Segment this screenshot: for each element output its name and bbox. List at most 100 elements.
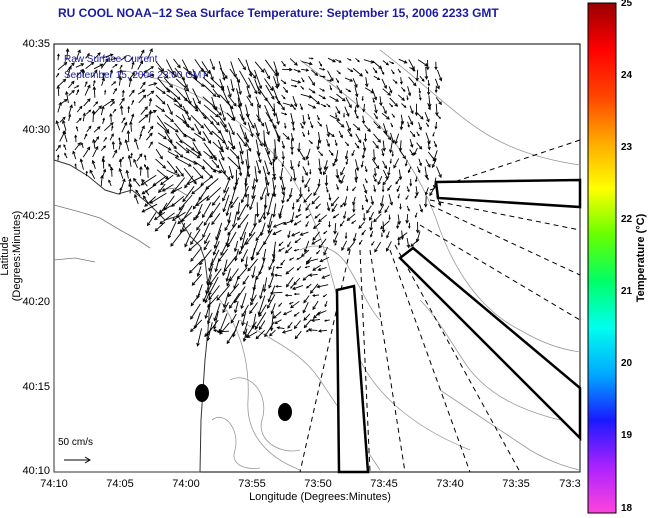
current-vector [370, 230, 374, 237]
current-vector [336, 93, 346, 102]
current-vector-head [88, 125, 92, 129]
current-vector-head [352, 201, 356, 206]
current-vector [318, 214, 328, 223]
current-vector [220, 169, 231, 180]
current-vector-head [216, 297, 220, 301]
current-vector [306, 148, 311, 160]
current-vector [89, 170, 96, 180]
current-vector-head [305, 224, 308, 228]
current-vector [409, 138, 413, 148]
x-tick: 73:35 [502, 478, 530, 490]
current-vector-head [142, 81, 146, 86]
current-vector [311, 69, 318, 76]
current-vector [226, 329, 237, 344]
current-vector-head [346, 143, 350, 147]
current-vector-head [296, 257, 299, 260]
current-vector [164, 130, 173, 143]
current-vector [275, 112, 279, 125]
current-vector-head [407, 170, 411, 174]
current-vector [427, 102, 431, 110]
current-vector [155, 105, 165, 112]
current-vector-head [364, 169, 368, 173]
current-vector [327, 57, 336, 63]
current-vector-head [73, 100, 76, 104]
current-vector [419, 75, 425, 82]
current-vector-head [211, 66, 216, 71]
current-vector-head [391, 154, 394, 157]
current-vector-head [300, 253, 305, 258]
x-axis-label: Longitude (Degrees:Minutes) [249, 491, 391, 503]
current-vector-head [88, 109, 92, 113]
current-vector-head [383, 85, 387, 90]
current-vector-head [144, 106, 148, 110]
current-vector-head [385, 247, 390, 252]
current-vector [68, 114, 71, 122]
current-vector-head [357, 139, 362, 144]
current-vector [355, 159, 359, 171]
current-vector-head [286, 199, 290, 203]
current-vector [373, 213, 382, 223]
current-vector [318, 267, 327, 271]
current-vector-head [178, 103, 183, 108]
current-vector-head [193, 180, 197, 185]
current-vector-head [232, 116, 236, 121]
current-vector [382, 88, 391, 96]
current-vector [76, 106, 83, 113]
current-vector [190, 303, 201, 320]
current-vector-head [79, 105, 83, 109]
current-vector-head [278, 215, 282, 220]
current-vector [209, 69, 214, 80]
current-vector-head [104, 136, 107, 140]
current-vector-head [61, 119, 66, 124]
current-vector-head [303, 249, 308, 253]
current-vector-head [266, 131, 270, 136]
current-vector-head [142, 195, 147, 200]
current-vector [112, 149, 117, 158]
current-vector-head [309, 172, 312, 175]
current-vector-head [233, 309, 238, 314]
current-vector [182, 186, 195, 202]
current-vector-head [382, 147, 386, 152]
current-vector [362, 115, 365, 124]
current-vector-head [142, 94, 147, 99]
current-vector [425, 66, 428, 79]
current-vector [135, 190, 141, 197]
current-vector [138, 49, 145, 60]
current-vector-head [413, 152, 417, 156]
current-vector-head [171, 203, 175, 207]
current-vector-head [162, 165, 167, 169]
current-vector-head [262, 288, 267, 293]
current-vector-head [401, 97, 406, 101]
current-vector-head [188, 247, 192, 252]
current-vector-head [297, 208, 301, 213]
current-vector [183, 167, 197, 184]
current-vector [122, 90, 124, 98]
current-vector [285, 266, 295, 275]
current-vector [388, 194, 393, 206]
current-vector-head [372, 157, 377, 161]
current-vector-head [362, 108, 366, 113]
current-vector-head [438, 77, 443, 82]
current-vector-head [82, 112, 86, 117]
current-vector-head [399, 206, 402, 210]
radial-lines [299, 139, 581, 473]
current-vector [184, 175, 194, 188]
current-vector-head [291, 121, 295, 126]
current-vector [159, 212, 175, 225]
current-vector [355, 97, 359, 108]
current-vector [354, 106, 357, 113]
current-vector-head [315, 206, 319, 210]
current-vector-head [183, 97, 188, 102]
current-vector-head [307, 132, 310, 136]
current-vector [399, 140, 402, 151]
current-vector [223, 178, 231, 193]
current-vector [201, 61, 210, 74]
current-vector-head [426, 118, 430, 123]
current-vector-head [200, 124, 205, 129]
current-vector-head [222, 76, 226, 81]
current-vector-head [250, 298, 254, 303]
current-vector [289, 187, 293, 198]
current-vector [287, 241, 291, 247]
current-vector [332, 158, 337, 167]
current-vector [234, 249, 239, 261]
